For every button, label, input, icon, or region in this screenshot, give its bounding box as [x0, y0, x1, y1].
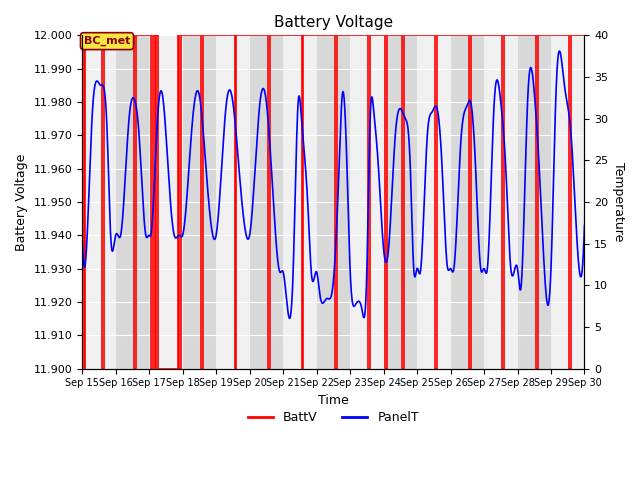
Bar [149, 36, 182, 369]
Bar [350, 36, 383, 369]
Bar [451, 36, 484, 369]
Bar [216, 36, 250, 369]
Legend: BattV, PanelT: BattV, PanelT [243, 406, 424, 429]
Bar [250, 36, 283, 369]
Bar [484, 36, 518, 369]
Bar [182, 36, 216, 369]
Text: BC_met: BC_met [84, 36, 130, 46]
Y-axis label: Battery Voltage: Battery Voltage [15, 153, 28, 251]
Bar [317, 36, 350, 369]
Bar [383, 36, 417, 369]
Bar [518, 36, 551, 369]
X-axis label: Time: Time [318, 394, 349, 407]
Bar [417, 36, 451, 369]
Bar [82, 36, 116, 369]
Bar [551, 36, 584, 369]
Bar [283, 36, 317, 369]
Y-axis label: Temperature: Temperature [612, 162, 625, 241]
Bar [116, 36, 149, 369]
Title: Battery Voltage: Battery Voltage [274, 15, 393, 30]
